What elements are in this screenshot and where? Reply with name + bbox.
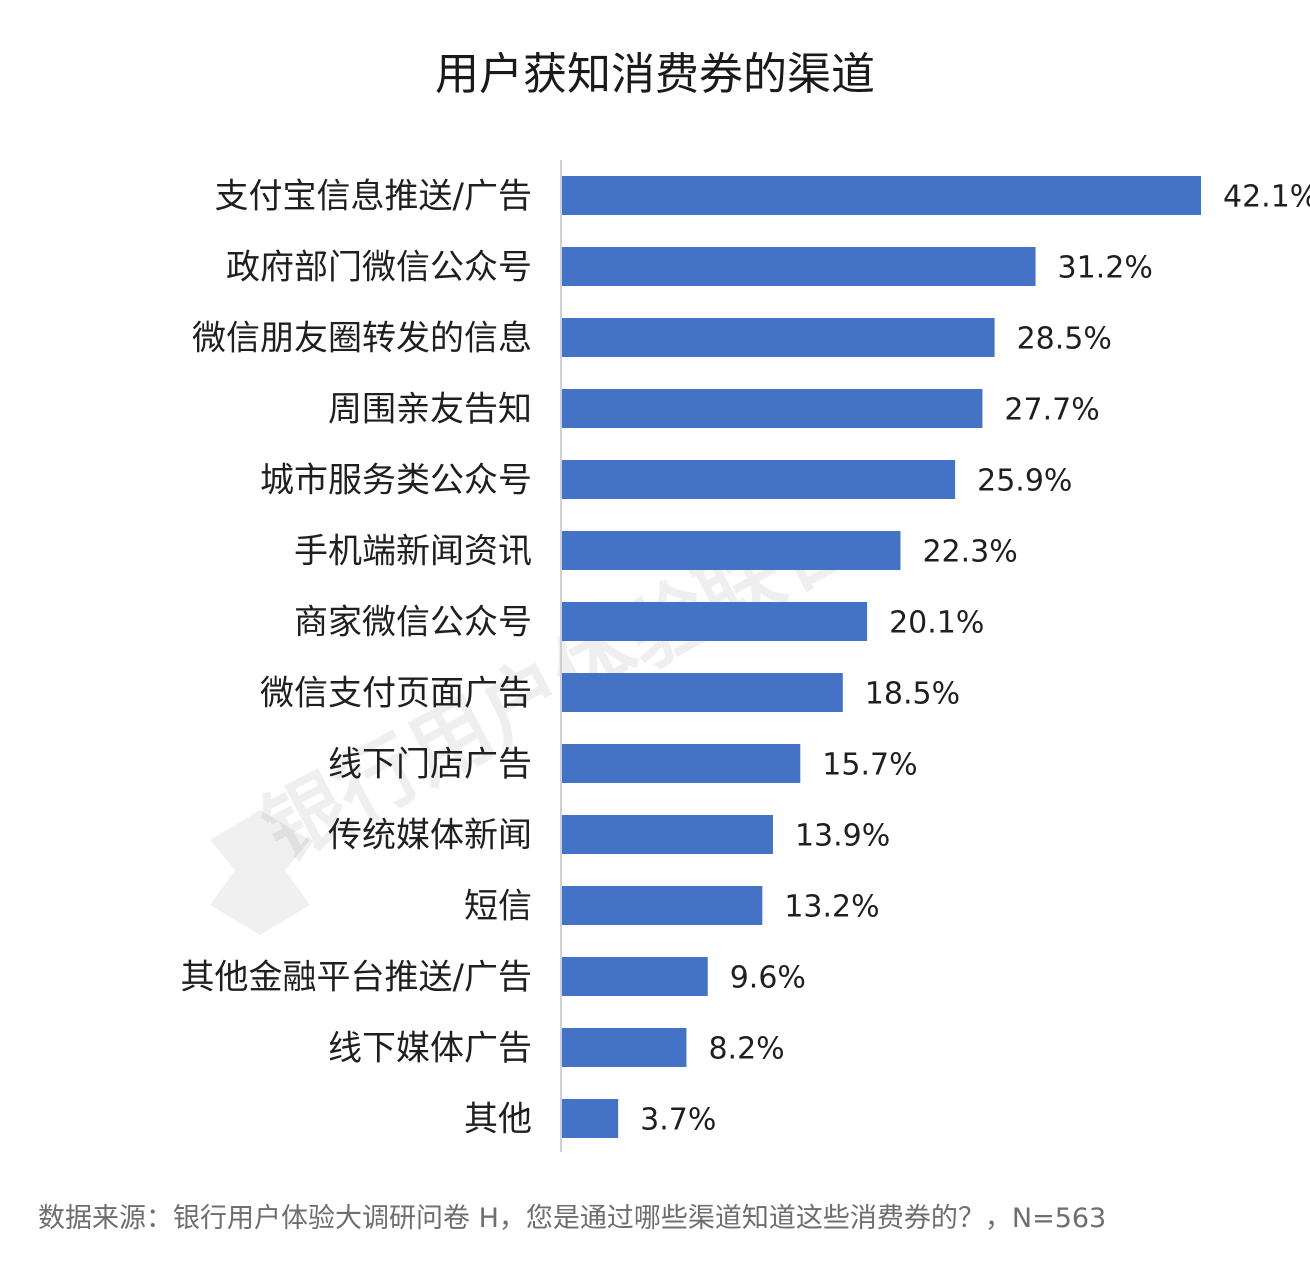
category-label: 其他 bbox=[464, 1100, 532, 1140]
value-label: 13.2% bbox=[784, 890, 879, 925]
category-label: 支付宝信息推送/广告 bbox=[215, 177, 532, 217]
category-label: 传统媒体新闻 bbox=[328, 816, 532, 856]
bar-chart: 支付宝信息推送/广告 42.1% 政府部门微信公众号 31.2% 微信朋友圈转发的信息 2… bbox=[181, 160, 1310, 1152]
category-label: 短信 bbox=[464, 887, 532, 927]
category-label: 微信朋友圈转发的信息 bbox=[192, 319, 532, 359]
value-label: 31.2% bbox=[1058, 251, 1153, 286]
category-label: 政府部门微信公众号 bbox=[226, 248, 532, 288]
category-label: 商家微信公众号 bbox=[294, 603, 532, 643]
bar bbox=[562, 531, 901, 570]
category-label: 城市服务类公众号 bbox=[260, 461, 532, 501]
bar bbox=[562, 815, 773, 854]
bar bbox=[562, 602, 868, 641]
bar bbox=[562, 389, 983, 428]
bar bbox=[562, 247, 1036, 286]
bar bbox=[562, 1099, 619, 1138]
bar bbox=[562, 673, 843, 712]
value-label: 18.5% bbox=[865, 677, 960, 712]
bar bbox=[562, 1028, 687, 1067]
value-label: 22.3% bbox=[922, 535, 1017, 570]
bar bbox=[562, 957, 708, 996]
bar bbox=[562, 176, 1201, 215]
bar bbox=[562, 460, 956, 499]
category-label: 微信支付页面广告 bbox=[260, 674, 532, 714]
chart-title: 用户获知消费券的渠道 bbox=[435, 49, 875, 100]
value-label: 42.1% bbox=[1223, 180, 1310, 215]
value-label: 9.6% bbox=[730, 961, 806, 996]
value-label: 20.1% bbox=[889, 606, 984, 641]
category-label: 其他金融平台推送/广告 bbox=[181, 958, 532, 998]
value-label: 28.5% bbox=[1017, 322, 1112, 357]
category-label: 线下媒体广告 bbox=[328, 1029, 532, 1069]
value-label: 27.7% bbox=[1004, 393, 1099, 428]
value-label: 15.7% bbox=[822, 748, 917, 783]
value-label: 8.2% bbox=[708, 1032, 784, 1067]
category-label: 手机端新闻资讯 bbox=[294, 532, 532, 572]
source-note: 数据来源：银行用户体验大调研问卷 H，您是通过哪些渠道知道这些消费券的？，N=5… bbox=[38, 1203, 1107, 1234]
category-label: 线下门店广告 bbox=[328, 745, 532, 785]
value-label: 3.7% bbox=[640, 1103, 716, 1138]
category-label: 周围亲友告知 bbox=[328, 390, 532, 430]
value-label: 25.9% bbox=[977, 464, 1072, 499]
bar bbox=[562, 318, 995, 357]
value-label: 13.9% bbox=[795, 819, 890, 854]
bar bbox=[562, 886, 763, 925]
bar bbox=[562, 744, 801, 783]
